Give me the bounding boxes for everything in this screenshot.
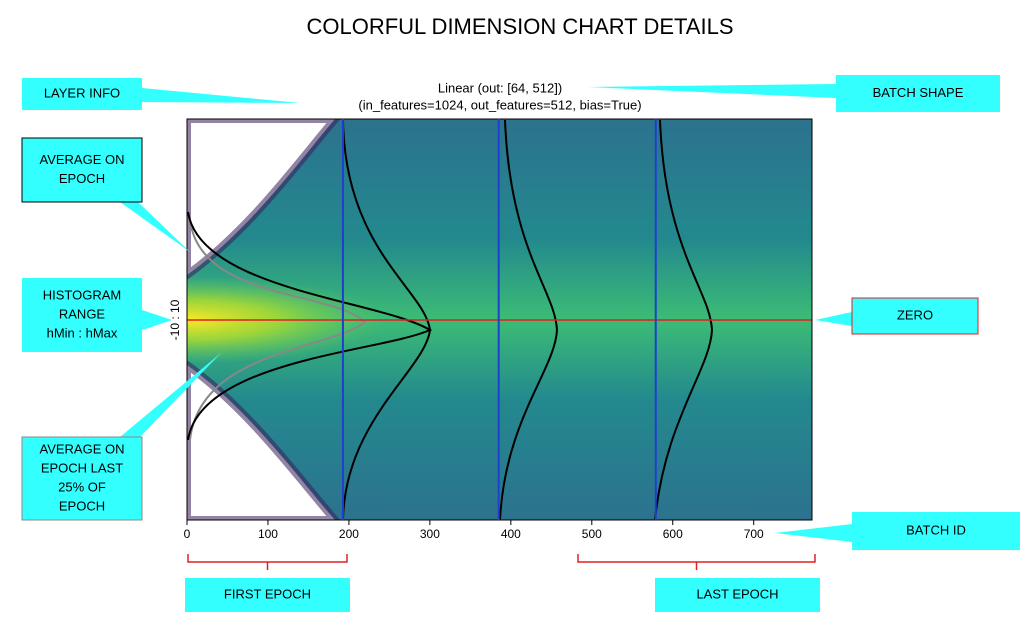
y-label: -10 : 10 xyxy=(168,299,182,340)
callout-box xyxy=(185,578,350,612)
brace xyxy=(577,554,816,570)
callout-pointer xyxy=(142,88,300,103)
callout-text: RANGE xyxy=(59,306,106,321)
callout-box xyxy=(655,578,820,612)
callout-box xyxy=(22,278,142,352)
callout-box xyxy=(21,436,143,521)
callout-pointer xyxy=(815,312,852,326)
callout-box xyxy=(851,297,979,335)
callout-text: LAST EPOCH xyxy=(696,586,778,601)
callout-text: 25% OF xyxy=(58,479,106,494)
callout-text: BATCH ID xyxy=(906,522,966,537)
page-title: COLORFUL DIMENSION CHART DETAILS xyxy=(306,14,733,39)
x-tick-label: 700 xyxy=(744,527,764,541)
callout-text: FIRST EPOCH xyxy=(224,586,311,601)
callout-text: hMin : hMax xyxy=(47,325,118,340)
callout-pointer xyxy=(120,202,190,252)
callout-pointer xyxy=(775,524,852,542)
x-tick-label: 0 xyxy=(184,527,191,541)
callout-text: BATCH SHAPE xyxy=(873,85,964,100)
x-tick-label: 600 xyxy=(663,527,683,541)
callout-text: EPOCH xyxy=(59,498,105,513)
annotations: 0 100 200 300 400 500 600 700 LAYER INFO AVERAGE … xyxy=(21,75,1020,612)
callout-text: LAYER INFO xyxy=(44,85,120,100)
callout-pointer xyxy=(120,352,222,437)
callout-text: EPOCH LAST xyxy=(41,460,123,475)
x-tick-label: 500 xyxy=(582,527,602,541)
x-tick-label: 400 xyxy=(501,527,521,541)
chart-subtitle: (in_features=1024, out_features=512, bia… xyxy=(358,97,641,112)
callout-text: AVERAGE ON xyxy=(39,441,124,456)
callout-box xyxy=(22,78,142,110)
callout-text: ZERO xyxy=(897,307,933,322)
callout-pointer xyxy=(588,84,836,98)
brace xyxy=(187,554,348,570)
callout-box xyxy=(852,512,1020,550)
callout-box xyxy=(21,137,143,203)
x-tick-label: 100 xyxy=(258,527,278,541)
callout-text: AVERAGE ON xyxy=(39,152,124,167)
callout-text: HISTOGRAM xyxy=(43,287,122,302)
callout-text: EPOCH xyxy=(59,171,105,186)
callout-box xyxy=(836,75,1000,112)
x-tick-label: 300 xyxy=(420,527,440,541)
x-tick-label: 200 xyxy=(339,527,359,541)
chart-title: Linear (out: [64, 512]) xyxy=(438,80,562,95)
callout-pointer xyxy=(142,310,172,330)
